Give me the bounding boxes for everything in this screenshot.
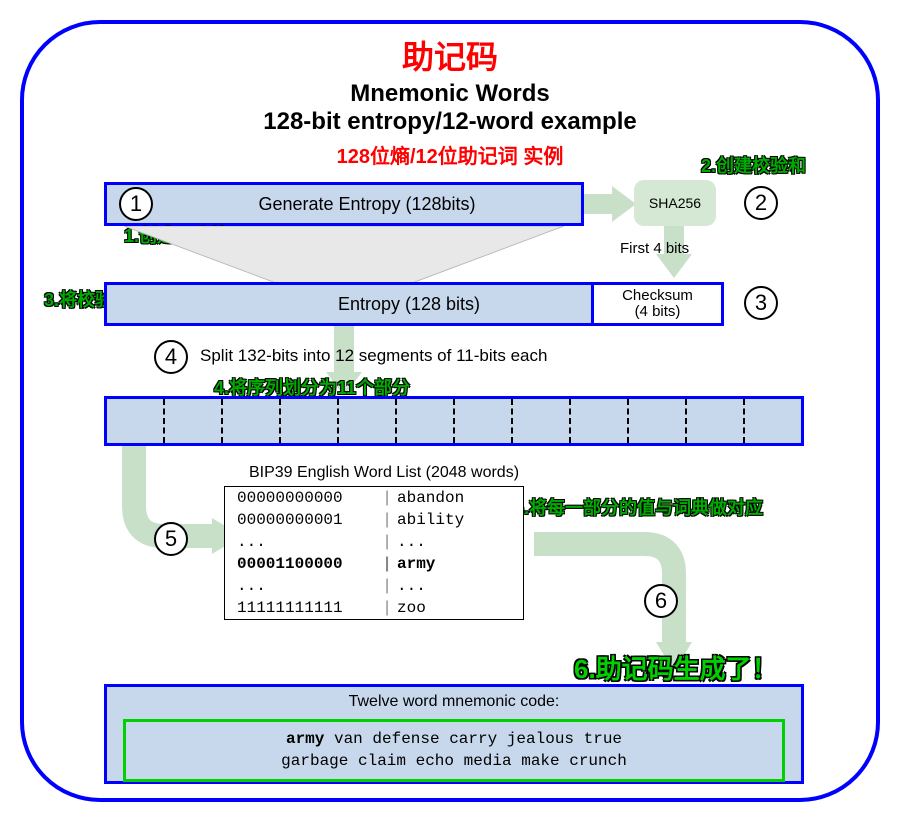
mnemonic-box: Twelve word mnemonic code: army van defe… <box>104 684 804 784</box>
sha256-box: SHA256 <box>634 180 716 226</box>
arrow-1-to-sha <box>584 194 614 214</box>
step2-circle: 2 <box>744 186 778 220</box>
step3-circle: 3 <box>744 286 778 320</box>
mnemonic-bold-word: army <box>286 730 324 748</box>
sha256-label: SHA256 <box>649 195 701 211</box>
mnemonic-words: army van defense carry jealous true garb… <box>123 719 785 782</box>
step5-circle: 5 <box>154 522 188 556</box>
funnel-shape <box>124 226 564 288</box>
mnemonic-line1-rest: van defense carry jealous true <box>324 730 622 748</box>
step2-green-label: 2.创建校验和 <box>701 152 806 178</box>
wordlist-row: 00000000001|ability <box>225 509 523 531</box>
step1-circle: 1 <box>119 187 153 221</box>
diagram-frame: 助记码 Mnemonic Words 128-bit entropy/12-wo… <box>20 20 880 802</box>
checksum-label: Checksum (4 bits) <box>591 285 721 323</box>
wordlist-row: ...|... <box>225 575 523 597</box>
wordlist-row: 00001100000|army <box>225 553 523 575</box>
mnemonic-title: Twelve word mnemonic code: <box>107 693 801 711</box>
entropy-label: Entropy (128 bits) <box>107 294 591 315</box>
step6-green-label: 6.助记码生成了！ <box>574 649 778 686</box>
wordlist-row: 00000000000|abandon <box>225 487 523 509</box>
first4bits-label: First 4 bits <box>620 240 689 257</box>
entropy-checksum-box: Entropy (128 bits) Checksum (4 bits) <box>104 282 724 326</box>
step6-circle: 6 <box>644 584 678 618</box>
arrow-sha-down-head <box>656 254 692 278</box>
title-chinese: 助记码 <box>24 32 876 78</box>
title-english-1: Mnemonic Words <box>24 80 876 108</box>
wordlist-container: BIP39 English Word List (2048 words) 000… <box>224 464 544 620</box>
mnemonic-line2: garbage claim echo media make crunch <box>281 752 627 770</box>
entropy-box: 1 Generate Entropy (128bits) <box>104 182 584 226</box>
step4-circle: 4 <box>154 340 188 374</box>
wordlist-box: 00000000000|abandon00000000001|ability..… <box>224 486 524 620</box>
wordlist-row: ...|... <box>225 531 523 553</box>
step5-green-label: 5.将每一部分的值与词典做对应 <box>514 494 763 520</box>
arrow-1-to-sha-head <box>612 186 636 222</box>
step4-label: Split 132-bits into 12 segments of 11-bi… <box>200 346 547 366</box>
wordlist-row: 11111111111|zoo <box>225 597 523 619</box>
title-english-2: 128-bit entropy/12-word example <box>24 108 876 136</box>
wordlist-title: BIP39 English Word List (2048 words) <box>224 464 544 482</box>
segments-box <box>104 396 804 446</box>
step1-label: Generate Entropy (128bits) <box>153 194 581 215</box>
